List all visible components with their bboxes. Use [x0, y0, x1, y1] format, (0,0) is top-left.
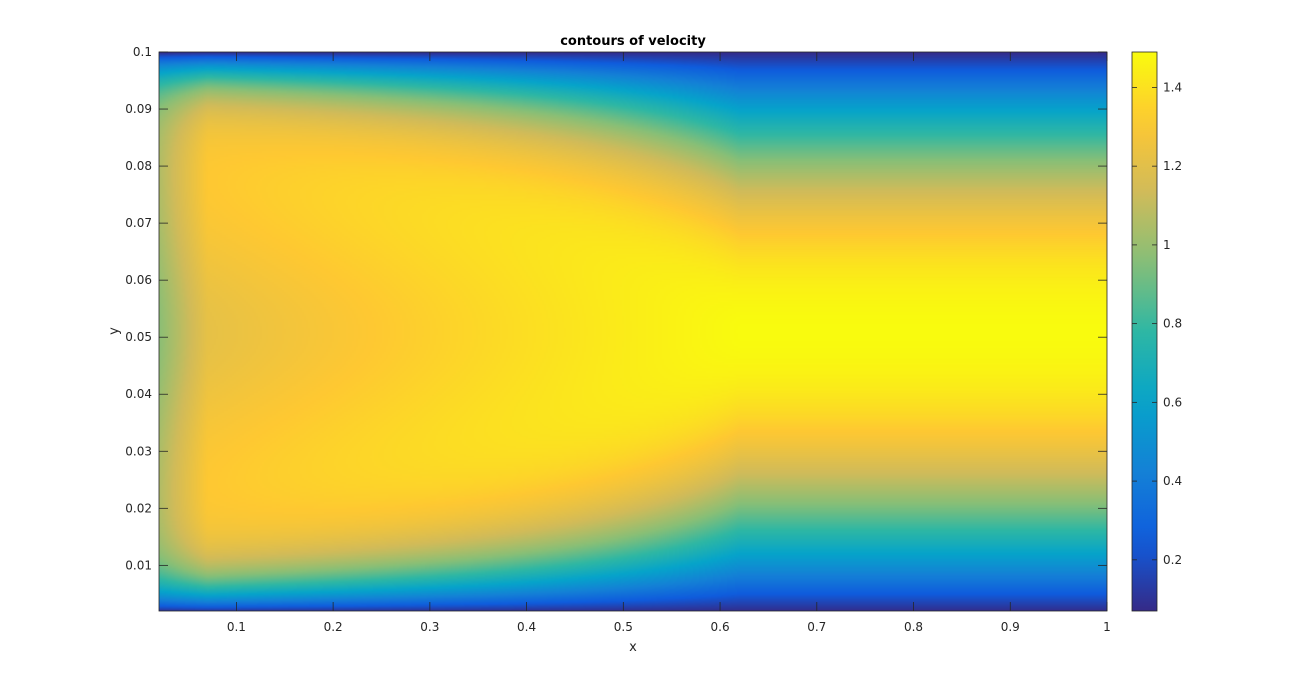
x-tick-label: 0.4: [517, 620, 536, 634]
colorbar-tick-label: 0.4: [1163, 474, 1182, 488]
x-tick-label: 1: [1103, 620, 1111, 634]
chart-title: contours of velocity: [560, 34, 706, 49]
x-tick-label: 0.1: [227, 620, 246, 634]
x-tick-label: 0.3: [420, 620, 439, 634]
y-tick-label: 0.07: [125, 216, 152, 230]
x-tick-label: 0.9: [1001, 620, 1020, 634]
colorbar-tick-label: 1.4: [1163, 80, 1182, 94]
y-tick-label: 0.01: [125, 558, 152, 572]
x-axis-ticks: 0.1 0.2 0.3 0.4 0.5 0.6 0.7 0.8 0.9 1: [227, 52, 1111, 634]
colorbar-tick-label: 0.6: [1163, 395, 1182, 409]
x-tick-label: 0.7: [807, 620, 826, 634]
heatmap-image: [159, 52, 1107, 611]
colorbar-tick-label: 0.8: [1163, 317, 1182, 331]
x-tick-label: 0.6: [711, 620, 730, 634]
x-tick-label: 0.2: [324, 620, 343, 634]
heatmap-field: [159, 52, 1107, 611]
y-axis-ticks: 0.01 0.02 0.03 0.04 0.05 0.06 0.07 0.08 0.09 0.1: [125, 45, 1107, 572]
y-tick-label: 0.06: [125, 273, 152, 287]
colorbar: 0.2 0.4 0.6 0.8 1 1.2 1.4: [1131, 51, 1182, 612]
y-tick-label: 0.05: [125, 330, 152, 344]
y-tick-label: 0.03: [125, 444, 152, 458]
colorbar-tick-label: 1: [1163, 238, 1171, 252]
y-tick-label: 0.08: [125, 159, 152, 173]
x-tick-label: 0.8: [904, 620, 923, 634]
colorbar-gradient: [1131, 51, 1158, 612]
x-axis-label: x: [629, 640, 637, 655]
colorbar-tick-label: 1.2: [1163, 159, 1182, 173]
axes-box: [158, 51, 1108, 612]
colorbar-tick-label: 0.2: [1163, 553, 1182, 567]
y-tick-label: 0.09: [125, 102, 152, 116]
y-tick-label: 0.04: [125, 387, 152, 401]
x-tick-label: 0.5: [614, 620, 633, 634]
y-axis-label: y: [107, 327, 122, 335]
colorbar-ticks: 0.2 0.4 0.6 0.8 1 1.2 1.4: [1132, 80, 1182, 567]
y-tick-label: 0.02: [125, 501, 152, 515]
y-tick-label: 0.1: [133, 45, 152, 59]
